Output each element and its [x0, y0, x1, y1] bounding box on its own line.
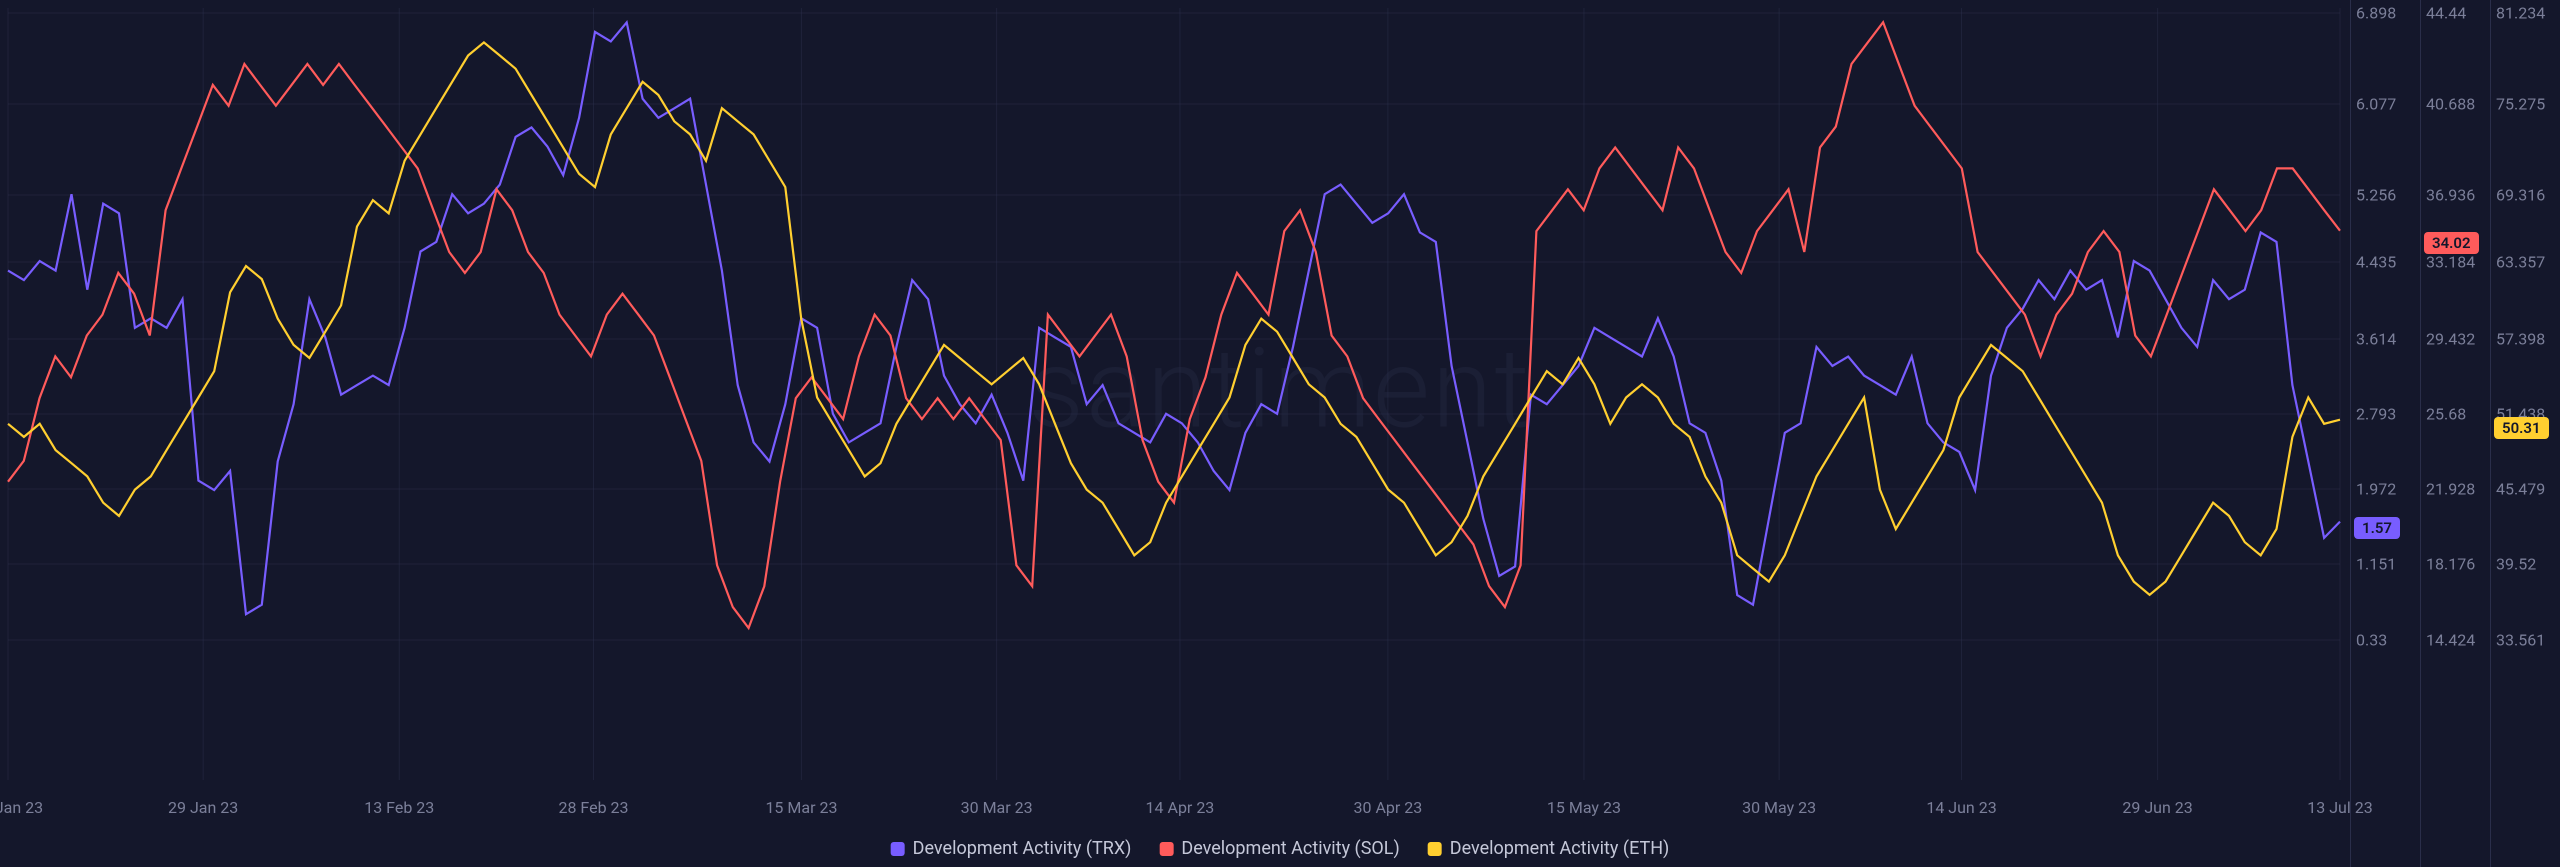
- legend: Development Activity (TRX) Development Ac…: [891, 838, 1670, 859]
- x-tick-label: 30 Apr 23: [1353, 798, 1422, 817]
- y-tick-label-trx: 6.077: [2356, 95, 2396, 114]
- legend-item[interactable]: Development Activity (ETH): [1428, 838, 1670, 859]
- legend-swatch: [891, 842, 905, 856]
- y-tick-label-trx: 2.793: [2356, 405, 2396, 424]
- y-tick-label-trx: 0.33: [2356, 631, 2387, 650]
- y-tick-label-eth: 81.234: [2496, 4, 2545, 23]
- x-tick-label: 29 Jun 23: [2122, 798, 2192, 817]
- y-axis-sol: [2420, 0, 2421, 867]
- x-tick-label: 30 May 23: [1742, 798, 1816, 817]
- y-tick-label-eth: 63.357: [2496, 253, 2545, 272]
- series-eth: [8, 42, 2340, 594]
- plot-svg: [0, 0, 2560, 867]
- y-tick-label-eth: 57.398: [2496, 330, 2545, 349]
- x-tick-label: 30 Mar 23: [961, 798, 1033, 817]
- current-value-badge-trx: 1.57: [2354, 517, 2400, 539]
- y-tick-label-sol: 21.928: [2426, 480, 2475, 499]
- y-tick-label-sol: 29.432: [2426, 330, 2475, 349]
- x-tick-label: 15 Mar 23: [765, 798, 837, 817]
- chart-container: santiment 13 Jan 2329 Jan 2313 Feb 2328 …: [0, 0, 2560, 867]
- x-tick-label: 14 Apr 23: [1146, 798, 1215, 817]
- y-tick-label-trx: 3.614: [2356, 330, 2396, 349]
- x-tick-label: 28 Feb 23: [558, 798, 628, 817]
- legend-swatch: [1428, 842, 1442, 856]
- y-axis-trx: [2350, 0, 2351, 867]
- y-tick-label-sol: 33.184: [2426, 253, 2475, 272]
- y-tick-label-trx: 6.898: [2356, 4, 2396, 23]
- y-tick-label-trx: 4.435: [2356, 253, 2396, 272]
- y-tick-label-trx: 1.972: [2356, 480, 2396, 499]
- y-tick-label-sol: 25.68: [2426, 405, 2466, 424]
- legend-item[interactable]: Development Activity (SOL): [1159, 838, 1399, 859]
- y-tick-label-eth: 33.561: [2496, 631, 2545, 650]
- y-tick-label-sol: 36.936: [2426, 186, 2475, 205]
- current-value-badge-sol: 34.02: [2424, 232, 2479, 254]
- y-tick-label-sol: 14.424: [2426, 631, 2475, 650]
- legend-label: Development Activity (ETH): [1450, 838, 1670, 859]
- series-trx: [8, 22, 2340, 614]
- x-tick-label: 13 Jul 23: [2307, 798, 2372, 817]
- y-tick-label-eth: 75.275: [2496, 95, 2545, 114]
- legend-item[interactable]: Development Activity (TRX): [891, 838, 1132, 859]
- y-tick-label-trx: 5.256: [2356, 186, 2396, 205]
- series-sol: [8, 22, 2340, 628]
- y-tick-label-sol: 44.44: [2426, 4, 2466, 23]
- y-tick-label-sol: 40.688: [2426, 95, 2475, 114]
- x-tick-label: 29 Jan 23: [168, 798, 238, 817]
- y-tick-label-eth: 45.479: [2496, 480, 2545, 499]
- current-value-badge-eth: 50.31: [2494, 417, 2549, 439]
- y-tick-label-trx: 1.151: [2356, 555, 2396, 574]
- y-tick-label-eth: 69.316: [2496, 186, 2545, 205]
- x-tick-label: 13 Jan 23: [0, 798, 43, 817]
- legend-label: Development Activity (SOL): [1181, 838, 1399, 859]
- legend-label: Development Activity (TRX): [913, 838, 1132, 859]
- x-tick-label: 13 Feb 23: [364, 798, 434, 817]
- x-tick-label: 14 Jun 23: [1926, 798, 1996, 817]
- y-tick-label-sol: 18.176: [2426, 555, 2475, 574]
- y-axis-eth: [2490, 0, 2491, 867]
- y-tick-label-eth: 39.52: [2496, 555, 2536, 574]
- legend-swatch: [1159, 842, 1173, 856]
- x-tick-label: 15 May 23: [1547, 798, 1621, 817]
